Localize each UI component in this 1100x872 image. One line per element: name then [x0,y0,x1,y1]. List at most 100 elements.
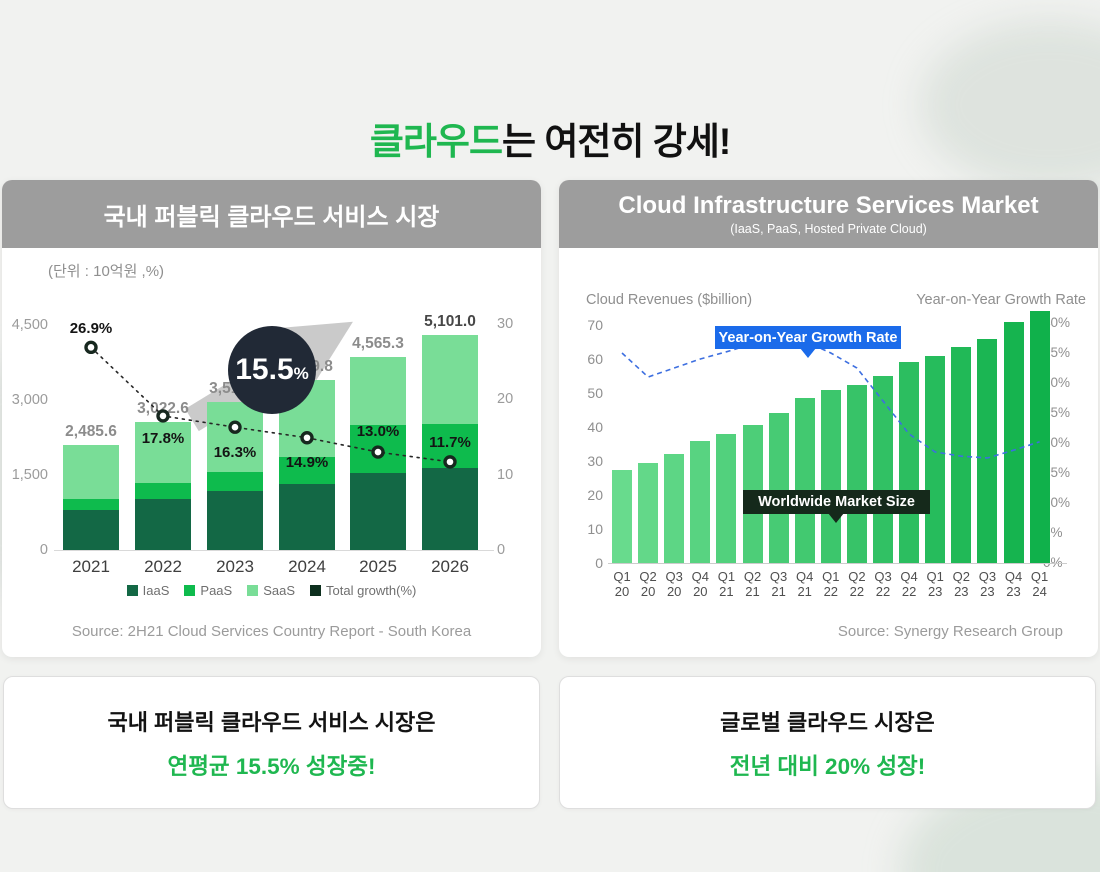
x-axis-label-Q4-21: Q4 21 [796,569,814,599]
y-axis-tick-left: 3,000 [11,392,48,408]
legend-item-iaas: IaaS [126,583,170,598]
bar-segment-paas-2024 [279,457,335,484]
badge-value: 15.5 [235,353,294,386]
x-axis-label-Q1-24: Q1 24 [1030,569,1049,599]
bar-value-label-2021: 2,485.6 [65,423,117,441]
y-axis-tick-right: 20% [1043,435,1071,450]
right-chart-plot: Year-on-Year Growth Rate Worldwide Marke… [559,180,1098,657]
y-axis-tick-right: 30% [1043,375,1071,390]
y-axis-tick-left: 20 [587,487,603,503]
title-highlight: 클라우드 [369,120,503,162]
right-chart-subtitle: (IaaS, PaaS, Hosted Private Cloud) [730,222,927,236]
market-bar-Q4-23 [1003,321,1024,563]
unit-note: (단위 : 10억원 ,%) [48,263,165,280]
market-bar-Q2-22 [846,384,867,563]
global-summary-line1: 글로벌 클라우드 시장은 [720,709,935,735]
growth-callout-pointer [800,348,816,358]
right-chart-title: Cloud Infrastructure Services Market [618,192,1039,219]
x-axis-label-Q3-21: Q3 21 [769,569,788,599]
x-axis-label-Q4-22: Q4 22 [900,569,918,599]
left-chart-plot: 15.5% 4,500 3,000 1,500 0 30 20 10 0 2,485.6 2021… [2,180,541,657]
y-axis-tick-right: 0 [497,542,506,558]
bar-value-label-2025: 4,565.3 [352,335,404,353]
yoy-growth-line [621,337,1040,459]
bar-segment-iaas-2025 [350,473,406,550]
global-summary-box: 글로벌 클라우드 시장은 전년 대비 20% 성장! [559,676,1096,809]
badge-percent-sign: % [293,364,309,383]
x-axis-label-2026: 2026 [431,557,469,576]
market-bar-Q3-21 [768,413,789,563]
growth-rate-label-2022: 17.8% [141,429,185,447]
y-axis-tick-right: 10 [497,466,514,483]
y-axis-tick-right: 20 [497,391,514,408]
y-axis-tick-left: 40 [587,419,603,435]
bar-segment-saas-2025 [350,357,406,426]
legend-swatch [247,585,259,596]
right-card-header: Cloud Infrastructure Services Market (Ia… [559,180,1098,248]
market-bar-Q2-23 [951,347,972,563]
y-axis-tick-left: 10 [587,521,603,537]
left-chart-legend: IaaS PaaS SaaS Total growth(%) [2,583,541,598]
x-axis-label-Q4-20: Q4 20 [691,569,709,599]
bar-value-label-2026: 5,101.0 [424,312,476,330]
korea-summary-line1: 국내 퍼블릭 클라우드 서비스 시장은 [107,709,436,735]
market-bar-Q1-21 [716,433,737,563]
market-callout-pointer [828,513,844,523]
growth-marker-2026 [443,455,457,469]
legend-label: SaaS [263,583,296,598]
bar-segment-saas-2023 [207,401,263,473]
growth-marker-2023 [228,420,242,434]
market-bar-Q3-20 [664,454,685,563]
y-axis-tick-left: 50 [587,385,603,401]
market-bar-Q1-23 [925,355,946,563]
y-axis-tick-right: 35% [1043,345,1071,360]
x-axis-label-2021: 2021 [72,557,110,576]
bar-value-label-2022: 3,022.6 [137,400,189,418]
left-chart-title: 국내 퍼블릭 클라우드 서비스 시장 [103,203,440,231]
total-growth-line [90,346,451,463]
bar-segment-paas-2023 [207,472,263,492]
bar-segment-iaas-2026 [422,467,478,550]
bar-segment-saas-2022 [135,422,191,484]
growth-marker-2025 [371,445,385,459]
market-bar-Q1-24 [1029,311,1050,563]
x-axis-label-Q2-23: Q2 23 [952,569,970,599]
x-axis-label-Q2-20: Q2 20 [639,569,657,599]
growth-rate-label-2025: 13.0% [356,423,400,441]
x-axis-label-Q1-22: Q1 22 [822,569,840,599]
left-card-header: 국내 퍼블릭 클라우드 서비스 시장 [2,180,541,248]
market-bar-Q3-23 [977,338,998,563]
market-bar-Q4-21 [794,398,815,563]
x-axis-label-2025: 2025 [359,557,397,576]
y-axis-tick-left: 1,500 [11,467,48,483]
global-summary-line2: 전년 대비 20% 성장! [729,753,926,779]
korea-summary-box: 국내 퍼블릭 클라우드 서비스 시장은 연평균 15.5% 성장중! [3,676,540,809]
legend-item-total-growth-: Total growth(%) [310,583,416,598]
left-axis-title: Cloud Revenues ($billion) [586,292,753,308]
y-axis-tick-right: 10% [1043,495,1071,510]
growth-rate-callout: Year-on-Year Growth Rate [715,326,901,349]
x-axis-label-2022: 2022 [144,557,182,576]
y-axis-tick-left: 0 [39,542,48,558]
legend-label: IaaS [142,583,170,598]
x-axis-label-Q4-23: Q4 23 [1004,569,1023,599]
right-axis-title: Year-on-Year Growth Rate [916,292,1086,308]
bar-segment-iaas-2024 [279,483,335,550]
x-axis-label-2024: 2024 [288,557,326,576]
y-axis-tick-right: 30 [497,316,514,332]
korea-cloud-market-card: 국내 퍼블릭 클라우드 서비스 시장 (단위 : 10억원 ,%) 15.5% … [2,180,541,657]
market-bar-Q1-20 [612,469,632,563]
x-axis-label-Q2-21: Q2 21 [743,569,762,599]
bar-segment-iaas-2022 [135,499,191,550]
growth-rate-label-2024: 14.9% [285,453,329,471]
right-chart-source: Source: Synergy Research Group [837,623,1063,640]
global-cloud-market-card: Cloud Infrastructure Services Market (Ia… [559,180,1098,657]
bar-segment-iaas-2021 [63,509,119,550]
x-axis-label-2023: 2023 [216,557,254,576]
legend-swatch [126,585,138,596]
legend-swatch [184,585,196,596]
y-axis-tick-left: 0 [595,555,603,571]
title-rest: 는 여전히 강세! [502,120,731,162]
growth-marker-2021 [84,340,98,355]
legend-swatch [310,585,322,596]
